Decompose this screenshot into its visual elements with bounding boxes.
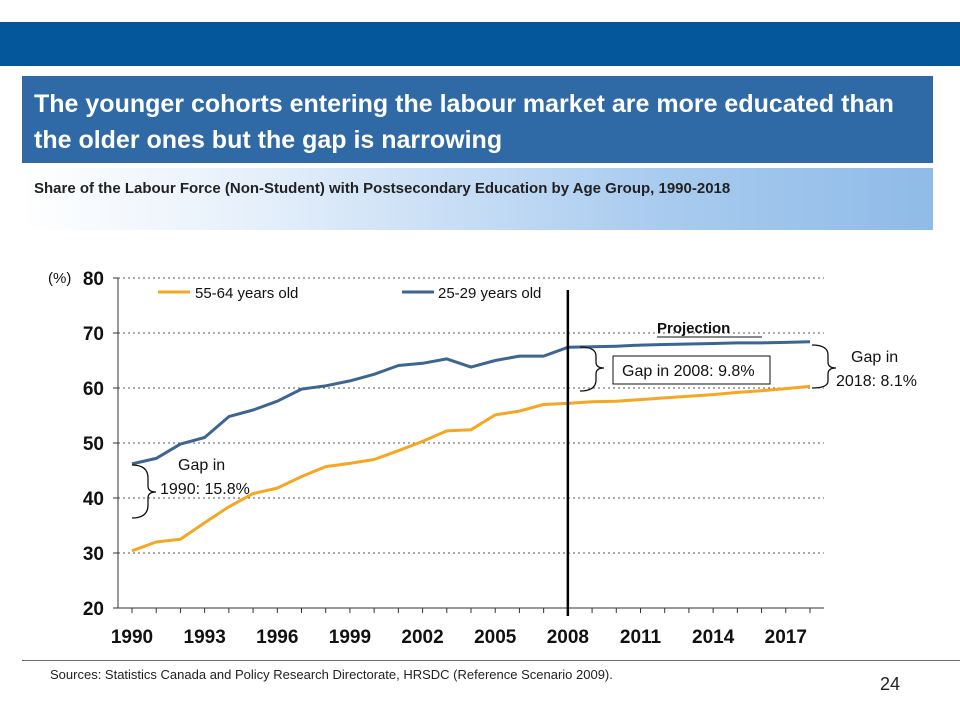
series-line-25-29 (131, 340, 811, 466)
gap-1990-label-line1: Gap in (178, 457, 225, 474)
chart-legend: 55-64 years old 25-29 years old (158, 285, 541, 302)
x-tick-label: 1999 (329, 627, 371, 648)
y-tick-label: 80 (83, 269, 104, 290)
chart-subtitle-text: Share of the Labour Force (Non-Student) … (34, 180, 731, 197)
legend-label-55-64: 55-64 years old (195, 285, 298, 302)
chart-subtitle-box: Share of the Labour Force (Non-Student) … (22, 168, 933, 230)
gap-2018-brace (811, 344, 837, 389)
page-number: 24 (880, 674, 901, 694)
gap-2018-label-line1: Gap in (851, 349, 898, 366)
sources-note: Sources: Statistics Canada and Policy Re… (50, 667, 613, 682)
gap-2008-label: Gap in 2008: 9.8% (622, 363, 755, 380)
y-tick-label: 70 (83, 324, 104, 345)
y-tick-label: 60 (83, 379, 104, 400)
series-line-55-64 (131, 384, 811, 553)
y-tick-label: 30 (83, 544, 104, 565)
gap-1990-label-line2: 1990: 15.8% (160, 481, 250, 498)
y-tick-label: 50 (83, 434, 104, 455)
y-tick-label: 40 (83, 489, 104, 510)
x-tick-label: 1996 (256, 627, 298, 648)
y-axis-ticks: 20 30 40 50 60 70 80 (83, 269, 104, 620)
x-tick-label: 1990 (111, 627, 153, 648)
x-axis-ticks: 1990 1993 1996 1999 2002 2005 2008 2011 2014 2017 (111, 627, 807, 648)
chart-axes (113, 277, 824, 613)
top-banner (0, 22, 960, 66)
x-tick-label: 2017 (765, 627, 807, 648)
gap-1990-brace (131, 464, 157, 519)
legend-label-25-29: 25-29 years old (438, 285, 541, 302)
x-tick-label: 1993 (184, 627, 226, 648)
gap-2008-brace (579, 346, 605, 392)
x-tick-label: 2014 (692, 627, 735, 648)
x-tick-label: 2008 (547, 627, 589, 648)
projection-label: Projection (657, 320, 730, 337)
slide-title: The younger cohorts entering the labour … (22, 76, 933, 163)
series-lines (131, 340, 811, 553)
annotations: Projection Gap in 1990: 15.8% Gap in 200… (131, 320, 917, 519)
y-axis-label: (%) (48, 270, 71, 287)
gap-2008-box (612, 355, 771, 385)
gap-2018-label-line2: 2018: 8.1% (836, 373, 917, 390)
x-tick-label: 2011 (620, 627, 662, 648)
y-tick-label: 20 (83, 599, 104, 620)
x-tick-label: 2002 (401, 627, 443, 648)
x-tick-label: 2005 (474, 627, 517, 648)
footer-divider (22, 660, 960, 661)
slide-title-text: The younger cohorts entering the labour … (34, 90, 894, 154)
